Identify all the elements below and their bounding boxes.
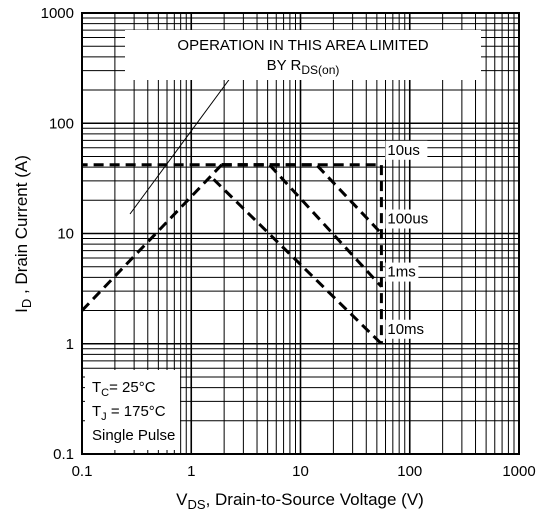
condition-tj: TJ = 175°C [92, 403, 166, 423]
series-group [80, 163, 383, 345]
y-tick-label: 100 [49, 115, 74, 132]
curve-label-background [385, 140, 428, 160]
condition-pulse: Single Pulse [92, 427, 175, 444]
annotation-background [125, 30, 481, 80]
conditions-background [85, 370, 180, 450]
x-tick-label: 10 [292, 463, 309, 480]
x-tick-label: 1 [187, 463, 195, 480]
x-tick-label: 1000 [502, 463, 535, 480]
tick-labels: 0.1 1 10 100 1000 0.1 1 10 100 1000 [41, 5, 536, 480]
curve-label-background [385, 262, 419, 282]
curve-label-10us: 10us [387, 142, 420, 159]
curve-label-1ms: 1ms [387, 264, 415, 281]
annotation-line1: OPERATION IN THIS AREA LIMITED [177, 37, 428, 54]
condition-tc: TC= 25°C [92, 379, 156, 399]
y-tick-label: 10 [57, 226, 74, 243]
grid [82, 13, 519, 454]
y-tick-label: 0.1 [53, 446, 74, 463]
curve-label-background [385, 209, 437, 229]
series-line [80, 163, 226, 312]
curve-label-background [385, 319, 428, 339]
curve-label-10ms: 10ms [387, 321, 424, 338]
annotation-line2: BY RDS(on) [267, 57, 340, 77]
rdson-annotation-line [129, 57, 246, 215]
y-axis-title: ID , Drain Current (A) [12, 155, 34, 313]
curve-label-100us: 100us [387, 211, 428, 228]
curve-labels: 10us 100us 1ms 10ms [385, 140, 437, 339]
y-tick-label: 1 [66, 336, 74, 353]
y-tick-label: 1000 [41, 5, 74, 22]
series-line [212, 178, 383, 345]
x-tick-label: 0.1 [72, 463, 93, 480]
x-axis-title: VDS, Drain-to-Source Voltage (V) [176, 490, 424, 512]
x-tick-label: 100 [397, 463, 422, 480]
plot-frame [81, 12, 520, 455]
